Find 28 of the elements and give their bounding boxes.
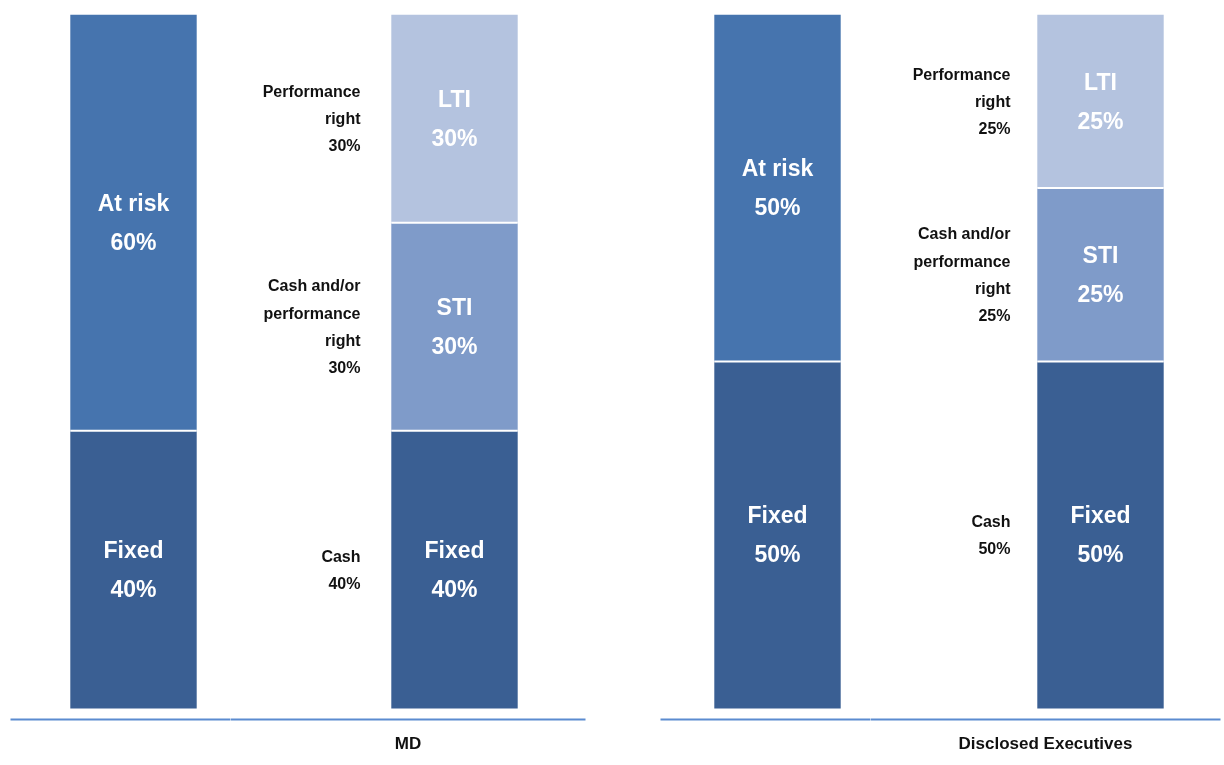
text: Performance right 25% bbox=[912, 65, 1012, 137]
series-label: Fixed bbox=[747, 502, 808, 529]
series-label: STI bbox=[436, 294, 473, 321]
data-label: 50% bbox=[754, 194, 801, 221]
series-label: Fixed bbox=[424, 537, 485, 564]
text: Cash and/or performance right 25% bbox=[913, 225, 1012, 325]
text: Performance right 30% bbox=[262, 82, 362, 155]
series-label: At risk bbox=[97, 190, 170, 217]
data-label: 25% bbox=[1077, 107, 1124, 134]
series-label: LTI bbox=[438, 86, 471, 113]
data-label: 25% bbox=[1077, 281, 1124, 308]
series-label: Fixed bbox=[1070, 502, 1131, 529]
series-label: At risk bbox=[741, 155, 814, 182]
series-label: LTI bbox=[1084, 68, 1117, 95]
x-axis-title: Disclosed Executives bbox=[958, 733, 1133, 753]
x-axis-title: MD bbox=[394, 733, 422, 753]
data-label: 50% bbox=[1077, 541, 1124, 568]
data-label: 50% bbox=[754, 541, 801, 568]
data-label: 30% bbox=[431, 125, 478, 152]
text: Cash 40% bbox=[321, 547, 361, 592]
series-label: Fixed bbox=[103, 537, 164, 564]
text: Cash and/or performance right 30% bbox=[263, 277, 362, 377]
data-label: 60% bbox=[110, 229, 157, 256]
text: Cash 50% bbox=[971, 512, 1011, 558]
series-label: STI bbox=[1082, 242, 1119, 269]
data-label: 40% bbox=[110, 576, 157, 603]
data-label: 40% bbox=[431, 576, 478, 603]
data-label: 30% bbox=[431, 333, 478, 360]
